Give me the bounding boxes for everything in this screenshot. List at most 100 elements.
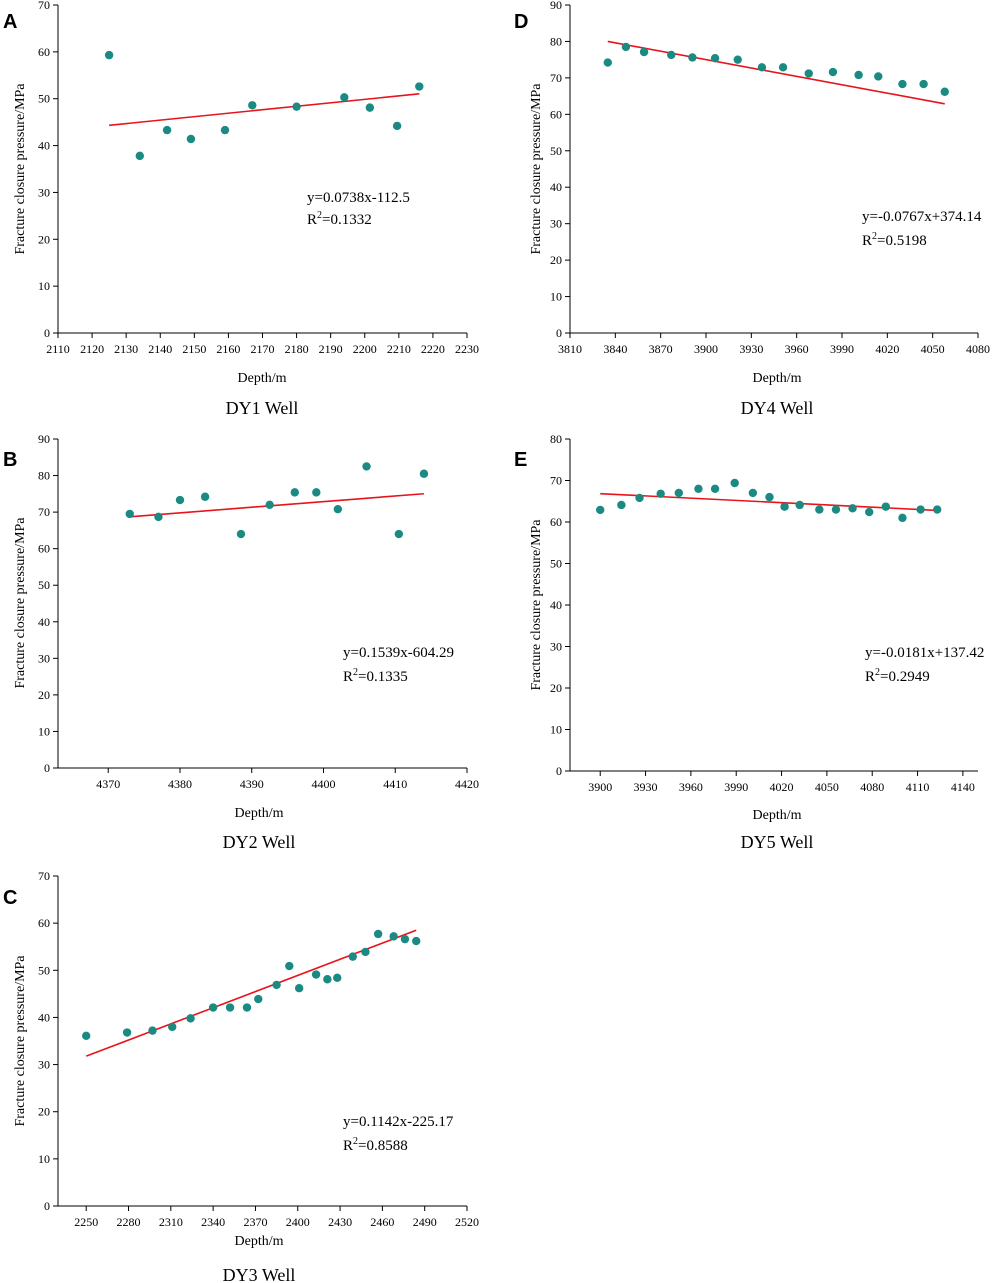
x-tick-label: 3810 <box>558 342 582 356</box>
y-tick-label: 70 <box>550 474 562 488</box>
data-point <box>795 500 804 510</box>
r-squared: R2=0.1332 <box>307 210 372 228</box>
trend-line <box>600 492 938 512</box>
y-tick-label: 0 <box>556 764 562 778</box>
x-tick-label: 3930 <box>739 342 763 356</box>
data-point <box>168 1022 177 1032</box>
regression-equation: y=-0.0767x+374.14 <box>862 209 982 225</box>
y-tick-label: 40 <box>38 615 50 629</box>
trend-line <box>109 93 420 127</box>
x-tick-label: 2180 <box>285 342 309 356</box>
y-tick-label: 60 <box>550 107 562 121</box>
x-axis-label: Depth/m <box>753 371 802 386</box>
y-tick-label: 10 <box>38 279 50 293</box>
trend-line <box>607 40 945 105</box>
y-tick-label: 20 <box>38 232 50 246</box>
well-caption: DY5 Well <box>741 832 814 852</box>
y-axis-label: Fracture closure pressure/MPa <box>13 517 28 689</box>
x-tick-label: 2160 <box>216 342 240 356</box>
y-tick-label: 20 <box>38 688 50 702</box>
data-point <box>815 505 824 514</box>
data-point <box>710 484 720 493</box>
x-tick-label: 3960 <box>679 780 703 794</box>
y-axis-label: Fracture closure pressure/MPa <box>13 955 28 1127</box>
y-tick-label: 60 <box>38 45 50 59</box>
regression-equation: y=0.1142x-225.17 <box>343 1114 454 1130</box>
r-squared: R2=0.5198 <box>862 231 927 249</box>
data-point <box>186 1014 195 1023</box>
x-tick-label: 4050 <box>921 342 945 356</box>
data-point <box>765 492 774 502</box>
y-tick-label: 10 <box>550 290 562 304</box>
data-point <box>419 469 429 478</box>
y-tick-label: 40 <box>550 598 562 612</box>
trend-line <box>85 929 417 1057</box>
x-tick-label: 4410 <box>383 777 407 791</box>
y-tick-label: 70 <box>38 505 50 519</box>
data-point <box>292 102 301 111</box>
x-tick-label: 2110 <box>46 342 70 356</box>
data-point <box>710 54 720 63</box>
data-point <box>220 125 230 135</box>
x-tick-label: 2340 <box>201 1215 225 1229</box>
x-tick-label: 2190 <box>319 342 343 356</box>
data-point <box>933 505 942 514</box>
data-point <box>135 151 144 161</box>
data-point <box>361 947 370 957</box>
data-point <box>272 980 281 990</box>
x-tick-label: 2130 <box>114 342 138 356</box>
data-point <box>162 125 172 135</box>
x-tick-label: 2170 <box>251 342 275 356</box>
y-tick-label: 70 <box>550 71 562 85</box>
x-axis-label: Depth/m <box>235 806 284 821</box>
x-tick-label: 2200 <box>353 342 377 356</box>
x-tick-label: 3900 <box>588 780 612 794</box>
data-point <box>285 961 294 971</box>
chart-panel-a: 0 10 20 30 40 50 60 70 2110 2120 2130 2140 2150 2160 2… <box>3 0 479 418</box>
x-tick-label: 4420 <box>455 777 479 791</box>
x-tick-label: 3960 <box>785 342 809 356</box>
trend-line <box>129 492 425 518</box>
panel-letter: E <box>514 449 527 471</box>
x-tick-label: 2280 <box>117 1215 141 1229</box>
data-point <box>730 478 739 488</box>
x-tick-label: 4140 <box>951 780 975 794</box>
data-point <box>392 121 402 131</box>
data-point <box>831 505 841 514</box>
data-point <box>200 492 210 501</box>
data-point <box>854 70 863 80</box>
data-point <box>778 63 788 72</box>
data-point <box>694 484 703 493</box>
x-axis-label: Depth/m <box>235 1234 284 1249</box>
y-tick-label: 40 <box>38 139 50 153</box>
data-point <box>596 505 605 515</box>
data-point <box>617 500 626 510</box>
x-tick-label: 2430 <box>328 1215 352 1229</box>
data-point <box>348 952 357 961</box>
y-tick-label: 80 <box>550 34 562 48</box>
panel-letter: D <box>514 11 528 33</box>
data-point <box>373 929 383 939</box>
x-tick-label: 3930 <box>634 780 658 794</box>
x-tick-label: 2220 <box>421 342 445 356</box>
x-axis-label: Depth/m <box>753 808 802 823</box>
data-point <box>635 493 644 503</box>
data-point <box>674 488 683 498</box>
x-tick-label: 4020 <box>875 342 899 356</box>
data-point <box>688 53 697 62</box>
y-tick-label: 0 <box>44 761 50 775</box>
data-point <box>175 495 185 505</box>
x-tick-label: 2490 <box>413 1215 437 1229</box>
y-tick-label: 0 <box>556 326 562 340</box>
r-squared: R2=0.2949 <box>865 667 930 685</box>
y-tick-label: 10 <box>550 723 562 737</box>
data-point <box>104 50 114 60</box>
x-tick-label: 2140 <box>148 342 172 356</box>
well-caption: DY3 Well <box>223 1265 296 1283</box>
x-tick-label: 4400 <box>311 777 335 791</box>
y-tick-label: 80 <box>38 469 50 483</box>
r-squared: R2=0.1335 <box>343 667 408 685</box>
y-tick-label: 0 <box>44 326 50 340</box>
data-point <box>639 47 649 57</box>
